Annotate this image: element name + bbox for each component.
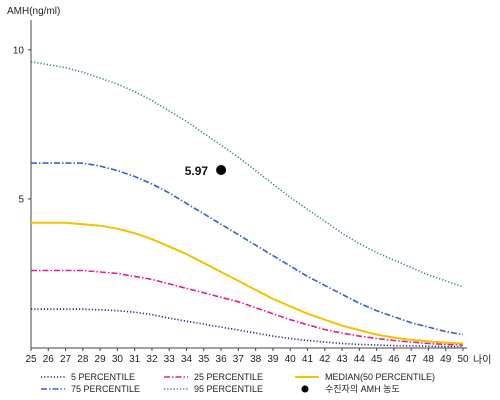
- axes: 5 10 25 26 27 28 29 30 31 32 33 34 35 36 37 38 39 40 41 42 4…: [13, 20, 469, 365]
- x-tick-label: 45: [371, 354, 383, 365]
- x-tick-label: 33: [164, 354, 176, 365]
- point-layer: 5.97: [185, 164, 227, 178]
- x-tick-label: 41: [302, 354, 314, 365]
- x-tick-label: 40: [285, 354, 297, 365]
- x-tick-label: 31: [129, 354, 141, 365]
- patient-point: [216, 164, 227, 175]
- legend-label-0: 5 PERCENTILE: [71, 372, 135, 382]
- series-line-4: [31, 221, 464, 345]
- series-line-1: [31, 162, 464, 336]
- x-tick-label: 47: [406, 354, 418, 365]
- x-tick-label: 39: [267, 354, 279, 365]
- y-axis-title: AMH(ng/ml): [7, 6, 60, 17]
- x-tick-label: 35: [198, 354, 210, 365]
- x-tick-label: 48: [423, 354, 435, 365]
- x-tick-label: 38: [250, 354, 262, 365]
- series-line-2: [31, 269, 464, 346]
- x-tick-label: 27: [60, 354, 72, 365]
- series-layer: [30, 60, 464, 348]
- x-tick-label: 50: [457, 354, 469, 365]
- legend: 5 PERCENTILE 25 PERCENTILE MEDIAN(50 PERCE…: [41, 372, 435, 394]
- x-tick-label: 28: [77, 354, 89, 365]
- y-tick-label: 5: [18, 194, 24, 205]
- legend-label-5: 수진자의 AMH 농도: [325, 384, 400, 394]
- x-tick-label: 26: [43, 354, 55, 365]
- y-tick-label: 10: [13, 45, 25, 56]
- x-tick-label: 44: [354, 354, 366, 365]
- x-tick-label: 36: [216, 354, 228, 365]
- x-tick-label: 37: [233, 354, 245, 365]
- x-axis-title: 나이: [473, 354, 491, 366]
- x-tick-label: 32: [146, 354, 158, 365]
- legend-label-3: 75 PERCENTILE: [71, 384, 140, 394]
- legend-marker-point: [301, 385, 309, 393]
- series-line-3: [30, 60, 464, 288]
- x-tick-label: 46: [388, 354, 400, 365]
- x-tick-label: 49: [440, 354, 452, 365]
- legend-label-2: MEDIAN(50 PERCENTILE): [325, 372, 435, 382]
- x-tick-label: 25: [25, 354, 37, 365]
- x-tick-label: 34: [181, 354, 193, 365]
- legend-label-4: 95 PERCENTILE: [194, 384, 263, 394]
- series-line-0: [31, 308, 463, 348]
- x-tick-label: 43: [336, 354, 348, 365]
- x-tick-label: 29: [95, 354, 107, 365]
- x-tick-label: 42: [319, 354, 331, 365]
- legend-label-1: 25 PERCENTILE: [194, 372, 263, 382]
- x-tick-label: 30: [112, 354, 124, 365]
- patient-point-label: 5.97: [185, 164, 209, 178]
